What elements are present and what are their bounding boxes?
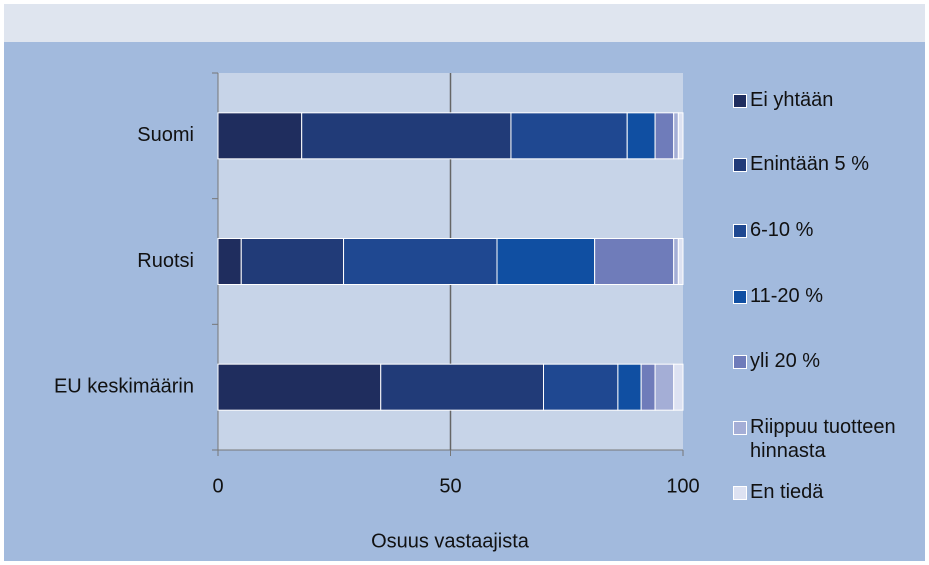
legend-swatch — [733, 224, 747, 238]
bar-segment — [654, 363, 675, 411]
bar-segment — [640, 363, 656, 411]
legend-item: En tiedä — [728, 480, 929, 504]
legend-label: En tiedä — [750, 481, 824, 503]
legend-label: Riippuu tuotteen hinnasta — [750, 416, 896, 462]
legend-item: 11-20 % — [728, 284, 929, 308]
bar-segment — [217, 363, 382, 411]
legend-swatch — [733, 421, 747, 435]
bar-segment — [496, 238, 596, 285]
legend-item: Riippuu tuotteen hinnasta — [728, 415, 929, 463]
legend-swatch — [733, 158, 747, 172]
y-tick-label: Suomi — [137, 124, 194, 146]
legend-label: 11-20 % — [750, 285, 824, 307]
bar-segment — [654, 112, 675, 160]
bar-segment — [594, 238, 675, 285]
legend-label: yli 20 % — [750, 350, 821, 372]
bar-segment — [510, 112, 628, 160]
legend-item: 6-10 % — [728, 218, 929, 242]
bar-segment — [217, 238, 242, 285]
bar-segment — [240, 238, 345, 285]
header-band — [4, 4, 925, 42]
legend-item: Ei yhtään — [728, 88, 929, 112]
legend-swatch — [733, 486, 747, 500]
y-tick-label: Ruotsi — [137, 250, 194, 272]
legend-label: 6-10 % — [750, 219, 814, 241]
bar-segment — [673, 363, 684, 411]
bar-segment — [217, 112, 303, 160]
bar-segment — [673, 112, 679, 160]
x-axis-label: Osuus vastaajista — [371, 530, 530, 552]
bar-segment — [677, 238, 684, 285]
bar-segment — [543, 363, 619, 411]
x-tick-label: 100 — [666, 475, 699, 497]
legend-swatch — [733, 94, 747, 108]
legend-label: Ei yhtään — [750, 89, 834, 111]
bar-segment — [301, 112, 512, 160]
legend-item: Enintään 5 % — [728, 152, 929, 176]
x-tick-label: 0 — [212, 475, 223, 497]
legend-swatch — [733, 355, 747, 369]
bar-segment — [673, 238, 679, 285]
bar-segment — [677, 112, 684, 160]
bar-segment — [343, 238, 498, 285]
bar-segment — [617, 363, 642, 411]
y-tick-label: EU keskimäärin — [54, 375, 194, 397]
bar-segment — [626, 112, 656, 160]
legend-item: yli 20 % — [728, 349, 929, 373]
legend-swatch — [733, 290, 747, 304]
bar-segment — [380, 363, 544, 411]
x-tick-label: 50 — [439, 475, 461, 497]
legend-label: Enintään 5 % — [750, 153, 869, 175]
